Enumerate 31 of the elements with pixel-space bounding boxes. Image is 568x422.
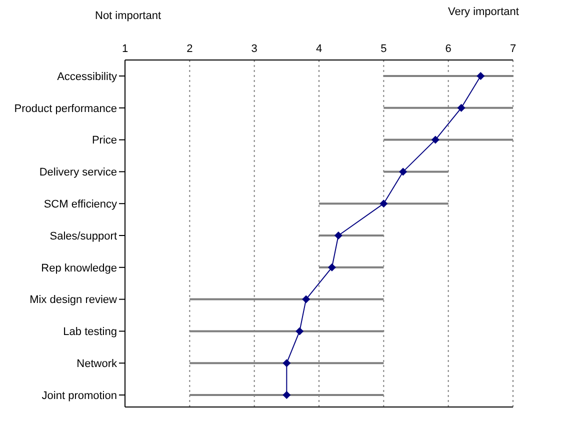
y-tick-label: Product performance — [14, 102, 117, 115]
x-tick-label: 4 — [316, 43, 322, 55]
x-tick-label: 7 — [510, 43, 516, 55]
point — [334, 232, 342, 240]
y-tick-label: Delivery service — [39, 166, 117, 179]
text: Not important — [95, 10, 162, 22]
point — [296, 327, 304, 336]
x-tick-label: 2 — [186, 43, 193, 55]
point — [328, 263, 336, 272]
y-tick-label: Mix design review — [30, 294, 118, 306]
point — [476, 72, 485, 80]
y-tick-label: SCM efficiency — [44, 198, 118, 211]
point — [431, 136, 440, 144]
x-tick-label: 1 — [122, 43, 128, 55]
y-tick-label: Joint promotion — [42, 390, 117, 402]
point — [380, 200, 388, 208]
y-tick-label: Rep knowledge — [41, 262, 117, 274]
y-tick-label: Price — [92, 134, 117, 147]
x-tick-label: 6 — [445, 43, 452, 55]
text: Very important — [448, 6, 519, 18]
y-tick-label: Accessibility — [57, 70, 118, 83]
x-tick-label: 5 — [380, 43, 387, 55]
point — [282, 359, 291, 368]
y-tick-label: Lab testing — [63, 326, 117, 338]
point — [302, 295, 310, 304]
point — [399, 168, 408, 176]
x-tick-label: 3 — [251, 43, 258, 55]
point — [457, 104, 466, 112]
y-tick-label: Sales/support — [50, 230, 117, 242]
point — [282, 391, 291, 399]
y-tick-label: Network — [76, 358, 118, 370]
